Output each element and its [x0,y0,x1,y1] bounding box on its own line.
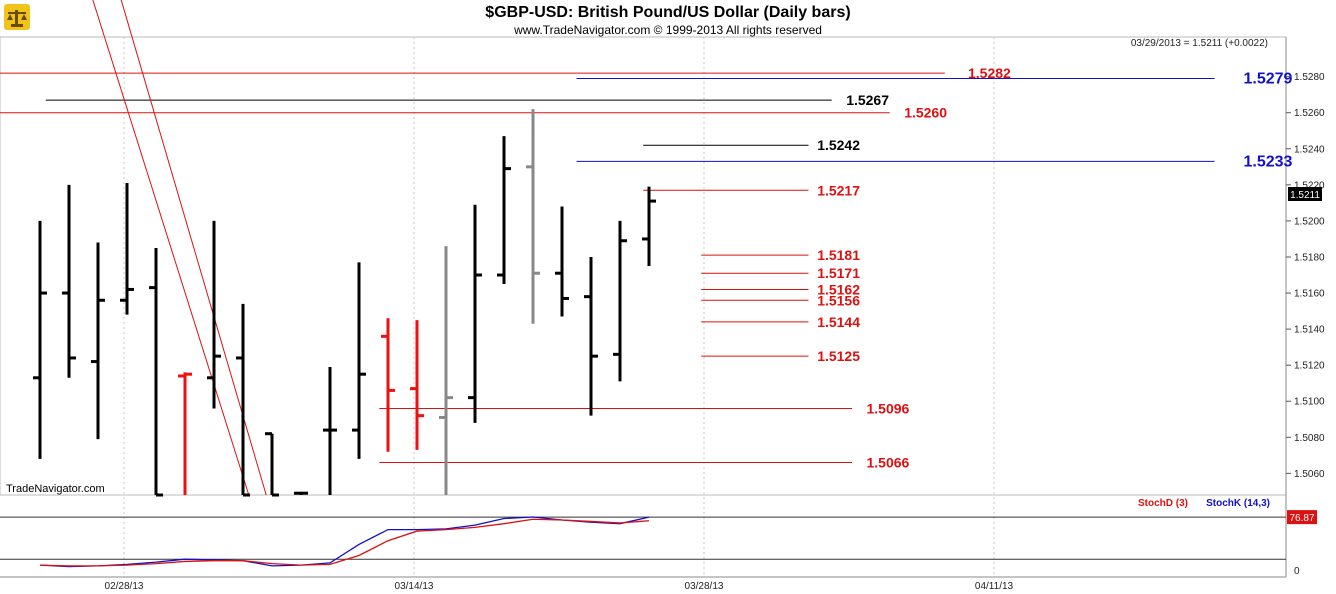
level-label: 1.5260 [904,105,947,121]
stoch-value-tag [1287,510,1317,525]
current-price-tag: 1.5211 [1288,187,1322,201]
price-levels: 1.5282 1.5279 1.5267 1.5260 1.5242 1.5233 1.52… [0,65,1293,471]
ohlc-bar [323,366,337,495]
level-label: 1.5162 [817,281,860,297]
ohlc-bar [410,320,424,450]
ohlc-bar [642,186,656,266]
ohlc-bar [468,204,482,423]
watermark: TradeNavigator.com [6,483,105,495]
level-label: 1.5217 [817,182,860,198]
last-quote: 03/29/2013 = 1.5211 (+0.0022) [1131,38,1268,49]
price-axis: 1.5060 1.5080 1.5100 1.5120 1.5140 1.5160 1.51… [1286,72,1325,480]
price-tick-label: 1.5080 [1294,433,1325,444]
ohlc-bar [62,184,76,378]
level-label: 1.5144 [817,314,860,330]
ohlc-bar [613,220,627,382]
stoch-series-line [39,518,650,567]
trendlines [92,0,267,496]
price-tick-label: 1.5200 [1294,216,1325,227]
ohlc-bar [294,491,308,495]
level-label: 1.5242 [817,137,860,153]
ohlc-bar [33,220,47,459]
trendline [92,0,250,496]
level-label: 1.5066 [867,455,910,471]
stoch-series-line [39,516,650,568]
current-price-value: 1.5211 [1290,190,1320,201]
ohlc-bar [178,372,192,495]
ohlc-bar [91,242,105,440]
date-tick-label: 02/28/13 [105,581,144,592]
chart-frames [0,36,1287,578]
ohlc-bar [584,256,598,416]
level-label: 1.5233 [1244,153,1293,170]
scales-logo-icon [4,4,30,30]
ohlc-bar [236,303,250,497]
ohlc-bar [207,220,221,409]
level-label: 1.5096 [867,400,910,416]
stoch-value-label: 76.87 [1289,513,1314,524]
ohlc-bar [381,318,395,452]
ohlc-bar [555,206,569,317]
price-bars [33,109,656,497]
trendline [120,0,267,496]
ohlc-bar [439,246,453,495]
level-label: 1.5282 [968,65,1011,81]
date-axis: 02/28/13 03/14/13 03/28/13 04/11/13 [105,581,1014,592]
price-tick-label: 1.5260 [1294,108,1325,119]
price-tick-label: 1.5180 [1294,252,1325,263]
price-tick-label: 1.5120 [1294,361,1325,372]
price-tick-label: 1.5100 [1294,397,1325,408]
date-tick-label: 03/14/13 [395,581,434,592]
stoch-legend-entry: StochK (14,3) [1206,498,1270,509]
price-tick-label: 1.5160 [1294,289,1325,300]
copyright-text: www.TradeNavigator.com © 1999-2013 All r… [513,23,822,37]
date-tick-label: 03/28/13 [685,581,724,592]
stoch-legend-entry: StochD (3) [1138,498,1188,509]
ohlc-bar [265,432,279,497]
price-tick-label: 1.5240 [1294,144,1325,155]
level-label: 1.5156 [817,292,860,308]
price-tick-label: 1.5220 [1294,180,1325,191]
grid-lines [123,37,995,577]
price-tick-label: 1.5140 [1294,325,1325,336]
price-tick-label: 1.5280 [1294,72,1325,83]
level-label: 1.5267 [846,92,889,108]
level-label: 1.5125 [817,348,860,364]
stochastic-panel: StochD (3) StochK (14,3) 76.87 0 [0,498,1317,577]
level-label: 1.5171 [817,265,860,281]
ohlc-bar [149,247,163,497]
chart-title: $GBP-USD: British Pound/US Dollar (Daily… [485,4,850,21]
ohlc-bar [352,262,366,459]
stoch-tick-label: 0 [1294,566,1300,577]
level-label: 1.5181 [817,247,860,263]
ohlc-bar [120,183,134,315]
ohlc-bar [526,109,540,324]
level-label: 1.5279 [1244,70,1293,87]
ohlc-bar [497,136,511,285]
date-tick-label: 04/11/13 [975,581,1014,592]
price-tick-label: 1.5060 [1294,469,1325,480]
